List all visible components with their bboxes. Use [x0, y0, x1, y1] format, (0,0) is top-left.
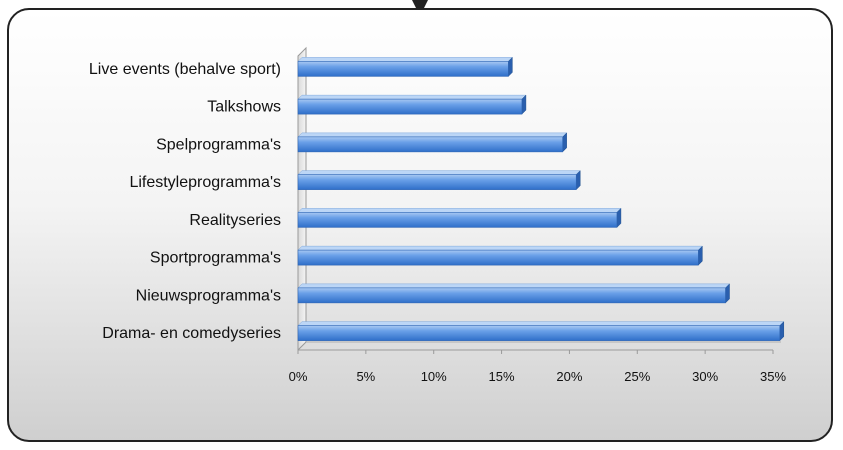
category-label: Drama- en comedyseries [102, 325, 281, 342]
bar-top-face [297, 170, 581, 175]
bar [297, 98, 523, 115]
bar [297, 61, 509, 77]
chart-panel: 0% 5% 10% 15% 20% 25% 30% 35% Drama- en comedyse… [7, 8, 833, 442]
x-tick-label: 10% [421, 369, 447, 384]
category-label: Lifestyleprogramma's [129, 174, 281, 191]
category-label: Sportprogramma's [150, 250, 281, 267]
x-tick-label: 15% [489, 369, 515, 384]
top-connector-shape [412, 0, 428, 14]
bar [297, 174, 577, 190]
x-tick-label: 35% [760, 369, 786, 384]
bars-layer [297, 56, 785, 342]
bar [297, 325, 781, 341]
category-label: Live events (behalve sport) [89, 61, 281, 78]
bar-top-face [297, 132, 568, 138]
axis-side-wall [297, 46, 307, 352]
bar-top-face [297, 208, 622, 213]
category-label: Spelprogramma's [156, 136, 281, 153]
labels-layer: 0% 5% 10% 15% 20% 25% 30% 35% Drama- en comedyse… [89, 61, 787, 384]
bar-chart: 0% 5% 10% 15% 20% 25% 30% 35% Drama- en comedyse… [89, 46, 787, 384]
bar-top-face [297, 283, 731, 289]
x-tick-label: 30% [692, 369, 718, 384]
x-tick-label: 20% [556, 369, 582, 384]
category-label: Realityseries [189, 212, 281, 229]
x-tick-label: 0% [289, 369, 308, 384]
bar [297, 136, 563, 153]
x-tick-label: 25% [624, 369, 650, 384]
bar [297, 249, 699, 266]
x-tick-label: 5% [356, 369, 375, 384]
bar [297, 287, 726, 304]
bar-top-face [297, 94, 527, 100]
axis-layer [297, 46, 781, 354]
bar-top-face [297, 245, 703, 251]
category-label: Nieuwsprogramma's [136, 287, 281, 304]
bar-top-face [297, 57, 513, 62]
bar [297, 212, 618, 228]
bar-top-face [297, 321, 785, 326]
category-label: Talkshows [207, 99, 281, 116]
